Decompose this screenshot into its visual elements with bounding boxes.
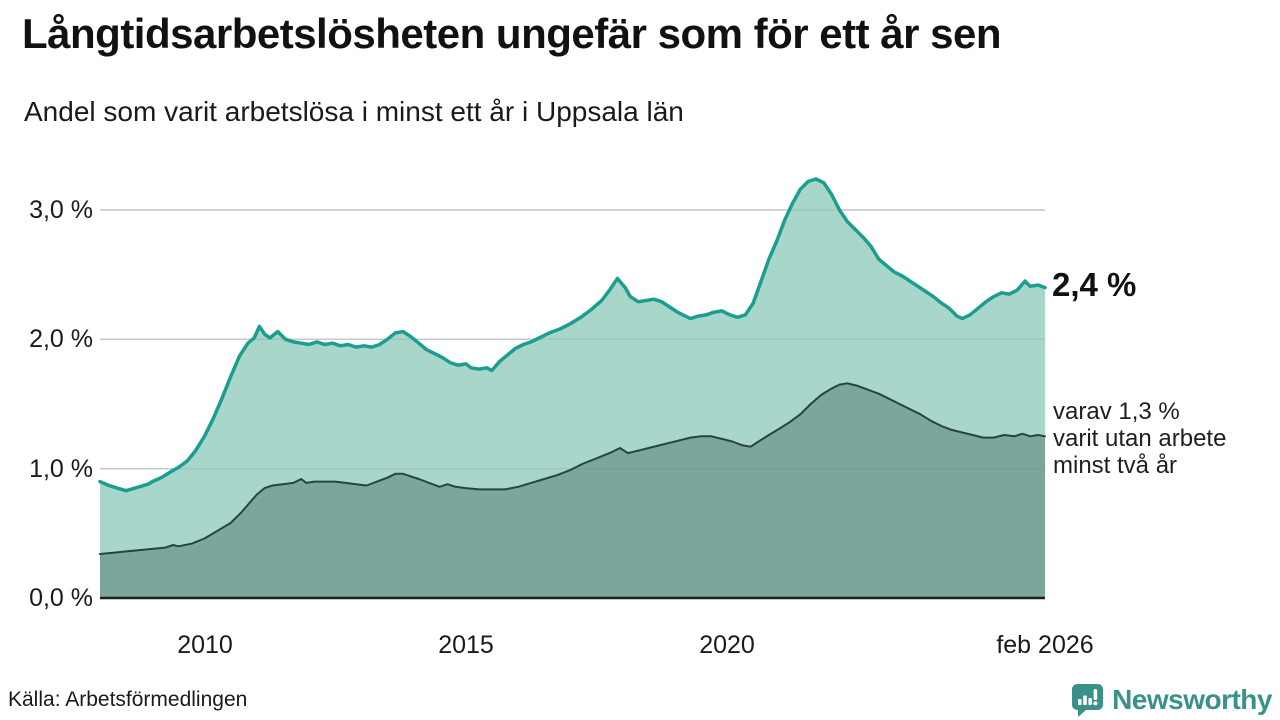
page-subtitle: Andel som varit arbetslösa i minst ett å… [24, 96, 684, 127]
y-tick-label: 3,0 % [29, 196, 93, 224]
series-line-0 [98, 177, 1047, 493]
y-tick-label: 1,0 % [29, 454, 93, 483]
newsworthy-bubble-chart-icon [1072, 684, 1104, 717]
newsworthy-logo-text: Newsworthy [1112, 684, 1272, 715]
inner-series-annotation: varav 1,3 % varit utan arbete minst två … [1053, 398, 1227, 479]
x-tick-label: 2010 [177, 631, 233, 659]
area-fill-1 [100, 383, 1045, 598]
y-tick-label: 0,0 % [29, 584, 93, 612]
end-value-label: 2,4 % [1052, 266, 1137, 303]
newsworthy-logo: Newsworthy [1069, 682, 1272, 718]
page-title: Långtidsarbetslösheten ungefär som för e… [22, 10, 1002, 57]
series-line-1 [99, 382, 1046, 555]
x-tick-label: 2015 [438, 631, 494, 659]
source-note: Källa: Arbetsförmedlingen [8, 688, 248, 711]
y-axis-tick-labels: 0,0 % 1,0 % 2,0 % 3,0 % [0, 0, 93, 720]
y-tick-label: 2,0 % [29, 325, 93, 354]
x-tick-label: feb 2026 [996, 631, 1094, 659]
x-tick-label: 2020 [699, 631, 755, 659]
